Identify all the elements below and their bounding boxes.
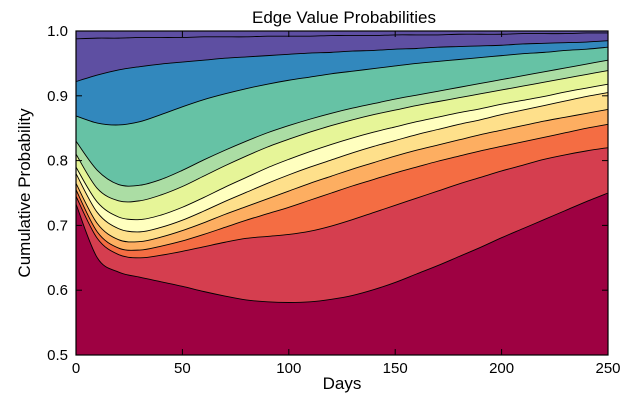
boundary-lines [75, 32, 609, 303]
x-tick-label: 100 [276, 360, 301, 377]
boundary-line-6 [75, 70, 609, 203]
boundary-line-8 [75, 46, 609, 126]
x-tick-label: 250 [595, 360, 620, 377]
band-0 [76, 193, 608, 355]
y-tick-label: 0.5 [47, 347, 68, 364]
boundary-line-0 [75, 192, 609, 303]
chart-title: Edge Value Probabilities [252, 8, 436, 27]
boundary-line-2 [75, 123, 609, 251]
x-tick-label: 50 [174, 360, 191, 377]
boundary-line-9 [75, 40, 609, 82]
x-tick-label: 150 [383, 360, 408, 377]
boundary-line-5 [75, 83, 609, 221]
y-axis-title: Cumulative Probability [15, 108, 34, 278]
x-tick-label: 0 [72, 360, 80, 377]
boundary-line-10 [75, 32, 609, 40]
x-axis-title: Days [323, 374, 362, 393]
y-tick-label: 1.0 [47, 23, 68, 40]
boundary-line-3 [75, 108, 609, 243]
boundary-line-7 [75, 59, 609, 187]
y-tick-label: 0.7 [47, 217, 68, 234]
boundary-line-1 [75, 147, 609, 259]
plot-area [76, 31, 608, 355]
y-tick-label: 0.9 [47, 88, 68, 105]
y-axis: 0.5 0.6 0.7 0.8 0.9 1.0 [47, 23, 608, 364]
plot-frame [75, 30, 609, 356]
y-tick-label: 0.8 [47, 153, 68, 170]
boundary-line-4 [75, 92, 609, 233]
x-tick-label: 200 [489, 360, 514, 377]
x-axis: 0 50 100 150 200 250 [72, 31, 621, 377]
y-tick-label: 0.6 [47, 282, 68, 299]
